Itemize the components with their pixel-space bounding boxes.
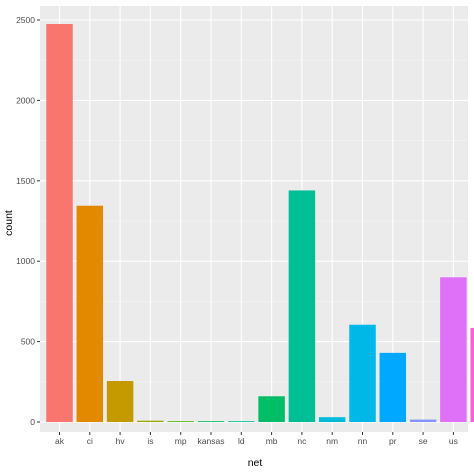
x-axis-ticks: akcihvismpkansasldmbncnmnnprseusuuuw — [55, 432, 458, 446]
bar-kansas — [197, 421, 225, 422]
y-tick-label: 2000 — [16, 95, 35, 105]
x-tick-label-hv: hv — [116, 436, 126, 446]
y-tick-label: 500 — [21, 337, 35, 347]
bar-uu — [470, 327, 474, 422]
bar-ld — [228, 421, 255, 422]
x-tick-label-ci: ci — [87, 436, 93, 446]
y-axis-ticks: 0 500 1000 1500 2000 2500 — [16, 15, 40, 427]
bar-hv — [106, 380, 134, 422]
x-tick-label-kansas: kansas — [198, 436, 225, 446]
bar-is — [137, 420, 164, 422]
x-tick-label-us: us — [449, 436, 458, 446]
x-tick-label-mb: mb — [266, 436, 278, 446]
bar-nm — [318, 417, 346, 422]
x-tick-label-nm: nm — [326, 436, 338, 446]
bar-ak — [46, 24, 73, 423]
bar-mb — [258, 396, 285, 422]
bars — [46, 24, 474, 423]
x-axis-title: net — [248, 457, 263, 469]
bar-nc — [288, 190, 316, 422]
bar-se — [409, 419, 437, 422]
y-axis-title: count — [3, 210, 15, 236]
y-tick-label: 2500 — [16, 15, 35, 25]
x-tick-label-ld: ld — [238, 436, 245, 446]
bar-nn — [349, 324, 376, 422]
x-tick-label-nn: nn — [358, 436, 368, 446]
x-tick-label-mp: mp — [175, 436, 187, 446]
x-tick-label-pr: pr — [389, 436, 397, 446]
x-tick-label-nc: nc — [297, 436, 307, 446]
y-tick-label: 1000 — [16, 256, 35, 266]
bar-ci — [76, 205, 104, 422]
y-tick-label: 0 — [30, 417, 35, 427]
x-tick-label-is: is — [147, 436, 153, 446]
bar-mp — [167, 421, 194, 422]
x-tick-label-ak: ak — [55, 436, 65, 446]
x-tick-label-se: se — [419, 436, 428, 446]
y-tick-label: 1500 — [16, 176, 35, 186]
bar-pr — [379, 352, 407, 422]
bar-us — [440, 277, 467, 422]
